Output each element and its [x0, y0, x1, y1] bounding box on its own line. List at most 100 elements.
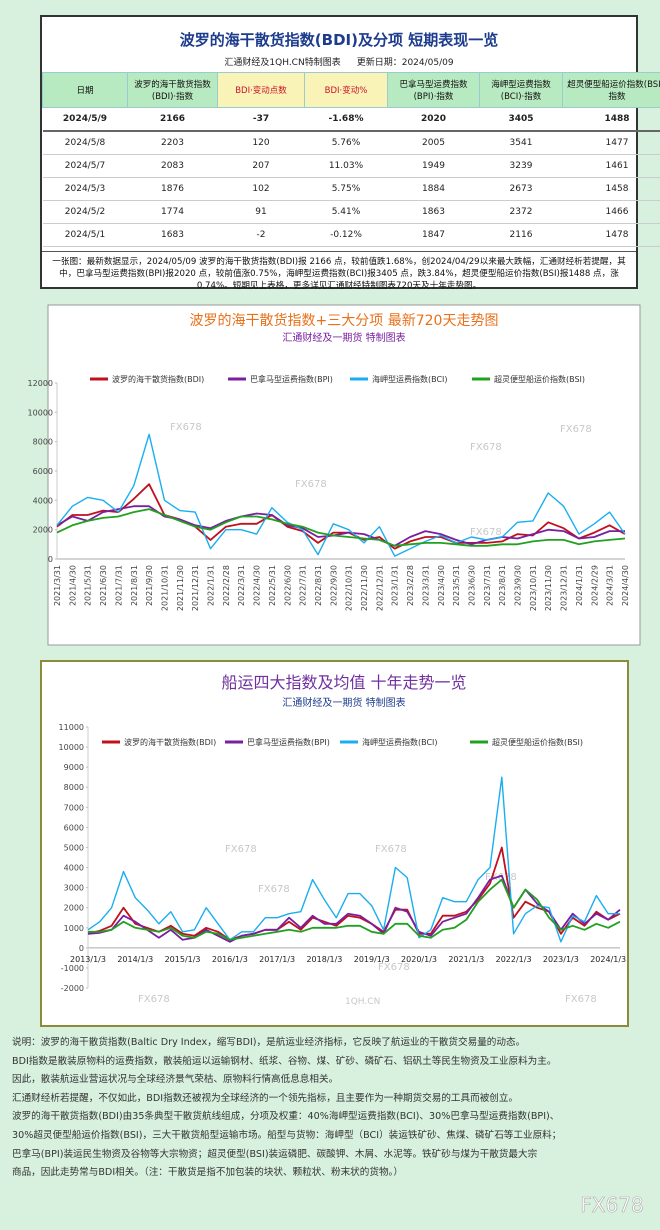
table-row: 2024/5/2 1774 91 5.41% 1863 2372 1466 — [42, 200, 660, 224]
x-tick-label: 2021/6/30 — [99, 565, 108, 606]
watermark: FX678 — [225, 844, 257, 855]
x-tick-label: 2013/1/3 — [70, 955, 106, 964]
table-cell: 1477 — [562, 131, 660, 155]
table-row: 2024/5/7 2083 207 11.03% 1949 3239 1461 — [42, 154, 660, 178]
y-tick-label: 3000 — [64, 884, 84, 893]
table-cell: 5.76% — [304, 131, 388, 155]
table-cell: 2024/5/1 — [42, 223, 128, 247]
table-cell: -2 — [217, 223, 305, 247]
header-cell: BDI·变动% — [304, 72, 388, 108]
header-cell: 日期 — [42, 72, 128, 108]
chart-subtitle: 汇通财经及一期货 特制图表 — [282, 696, 405, 709]
watermark: FX678 — [295, 479, 327, 490]
x-tick-label: 2019/1/3 — [354, 955, 390, 964]
x-tick-label: 2017/1/3 — [259, 955, 295, 964]
table-cell: 1774 — [127, 200, 218, 224]
x-tick-label: 2023/8/31 — [498, 565, 507, 606]
table-cell: -37 — [217, 107, 305, 132]
y-tick-label: 6000 — [64, 823, 84, 832]
x-tick-label: 2016/1/3 — [212, 955, 248, 964]
y-tick-label: 4000 — [64, 864, 84, 873]
table-cell: 3405 — [479, 107, 563, 132]
x-tick-label: 2022/2/28 — [222, 565, 231, 606]
x-tick-label: 2024/1/31 — [575, 565, 584, 606]
y-tick-label: 8000 — [64, 783, 84, 792]
note-line: 说明：波罗的海干散货指数(Baltic Dry Index，缩写BDI)，是航运… — [12, 1037, 526, 1048]
x-tick-label: 2018/1/3 — [306, 955, 342, 964]
y-tick-label: 10000 — [59, 743, 84, 752]
note-line: 巴拿马(BPI)装运民生物资及谷物等大宗物资；超灵便型(BSI)装运磷肥、碳酸钾… — [12, 1148, 538, 1160]
watermark: FX678 — [560, 424, 592, 435]
watermark: FX678 — [565, 994, 597, 1005]
table-cell: 1461 — [562, 154, 660, 178]
table-cell: 2005 — [387, 131, 480, 155]
table-cell: 2024/5/8 — [42, 131, 128, 155]
table-cell: 2673 — [479, 177, 563, 201]
table-cell: 5.41% — [304, 200, 388, 224]
legend-label: 波罗的海干散货指数(BDI) — [124, 737, 216, 747]
note-line: 因此，散装航运业营运状况与全球经济景气荣枯、原物料行情高低息息相关。 — [12, 1074, 339, 1086]
table-cell: 11.03% — [304, 154, 388, 178]
header-cell: 巴拿马型运费指数(BPI)·指数 — [387, 72, 480, 108]
watermark: FX678 — [470, 527, 502, 538]
x-tick-label: 2021/10/31 — [160, 565, 169, 611]
x-tick-label: 2024/1/3 — [590, 955, 626, 964]
table-cell: 1466 — [562, 200, 660, 224]
table-footnote: 一张图：最新数据显示，2024/05/09 波罗的海干散货指数(BDI)报 21… — [42, 251, 636, 296]
y-tick-label: 8000 — [33, 438, 53, 447]
x-tick-label: 2021/11/30 — [176, 565, 185, 611]
note-line: 汇通财经析若提醒，不仅如此，BDI指数还被视为全球经济的一个领先指标，且主要作为… — [12, 1092, 519, 1104]
watermark: FX678 — [378, 962, 410, 973]
watermark: FX678 — [485, 872, 517, 883]
chart-frame — [40, 660, 629, 1027]
y-tick-label: 12000 — [28, 379, 53, 388]
chart-subtitle: 汇通财经及一期货 特制图表 — [282, 331, 405, 344]
table-cell: 1876 — [127, 177, 218, 201]
x-tick-label: 2015/1/3 — [165, 955, 201, 964]
x-tick-label: 2023/9/30 — [514, 565, 523, 606]
x-tick-label: 2023/12/31 — [560, 565, 569, 611]
note-line: BDI指数是散装原物料的运费指数，散装船运以运输钢材、纸浆、谷物、煤、矿砂、磷矿… — [12, 1055, 557, 1067]
subtitle-part: 更新日期：2024/05/09 — [356, 58, 454, 68]
x-tick-label: 2023/1/31 — [391, 565, 400, 606]
table-cell: 1458 — [562, 177, 660, 201]
table-cell: 120 — [217, 131, 305, 155]
series-line — [56, 505, 625, 547]
x-tick-label: 2022/3/31 — [237, 565, 246, 606]
x-tick-label: 2021/9/30 — [145, 565, 154, 606]
watermark: 1QH.CN — [345, 997, 380, 1007]
header-cell: 海岬型运费指数(BCI)·指数 — [479, 72, 563, 108]
table-cell: 2020 — [387, 107, 480, 132]
x-tick-label: 2021/12/31 — [191, 565, 200, 611]
x-tick-label: 2023/11/30 — [544, 565, 553, 611]
table-body: 2024/5/9 2166 -37 -1.68% 2020 3405 1488 2024/5/… — [42, 107, 660, 247]
x-tick-label: 2021/8/31 — [130, 565, 139, 606]
series-line — [88, 878, 621, 941]
y-tick-label: 7000 — [64, 803, 84, 812]
legend-label: 超灵便型船运价指数(BSI) — [492, 737, 583, 747]
y-tick-label: 2000 — [33, 526, 53, 535]
x-tick-label: 2014/1/3 — [117, 955, 153, 964]
note-line: 商品，因此走势常与BDI相关。（注：干散货是指不加包装的块状、颗粒状、粉末状的货… — [12, 1167, 403, 1179]
summary-table: 日期 波罗的海干散货指数(BDI)·指数 BDI·变动点数 BDI·变动% 巴拿马型运费… — [42, 72, 660, 247]
x-tick-label: 2021/3/31 — [53, 565, 62, 606]
header-cell: 波罗的海干散货指数(BDI)·指数 — [127, 72, 218, 108]
table-cell: 3541 — [479, 131, 563, 155]
x-tick-label: 2022/4/30 — [253, 565, 262, 606]
table-cell: -1.68% — [304, 107, 388, 132]
y-tick-label: 10000 — [28, 408, 53, 417]
y-tick-label: 6000 — [33, 467, 53, 476]
y-tick-label: 9000 — [64, 763, 84, 772]
series-line — [56, 433, 626, 557]
x-tick-label: 2022/10/31 — [345, 565, 354, 611]
y-tick-label: -2000 — [61, 984, 84, 993]
summary-table-box: 波罗的海干散货指数(BDI)及分项 短期表现一览 汇通财经及1QH.CN特制图表… — [40, 15, 660, 291]
table-cell: 5.75% — [304, 177, 388, 201]
table-subtitle: 汇通财经及1QH.CN特制图表 更新日期：2024/05/09 — [42, 55, 636, 68]
x-tick-label: 2023/5/31 — [452, 565, 461, 606]
x-tick-label: 2020/1/3 — [401, 955, 437, 964]
table-cell: 1683 — [127, 223, 218, 247]
table-cell: 3239 — [479, 154, 563, 178]
header-row: 日期 波罗的海干散货指数(BDI)·指数 BDI·变动点数 BDI·变动% 巴拿马型运费… — [42, 72, 660, 108]
table-cell: -0.12% — [304, 223, 388, 247]
